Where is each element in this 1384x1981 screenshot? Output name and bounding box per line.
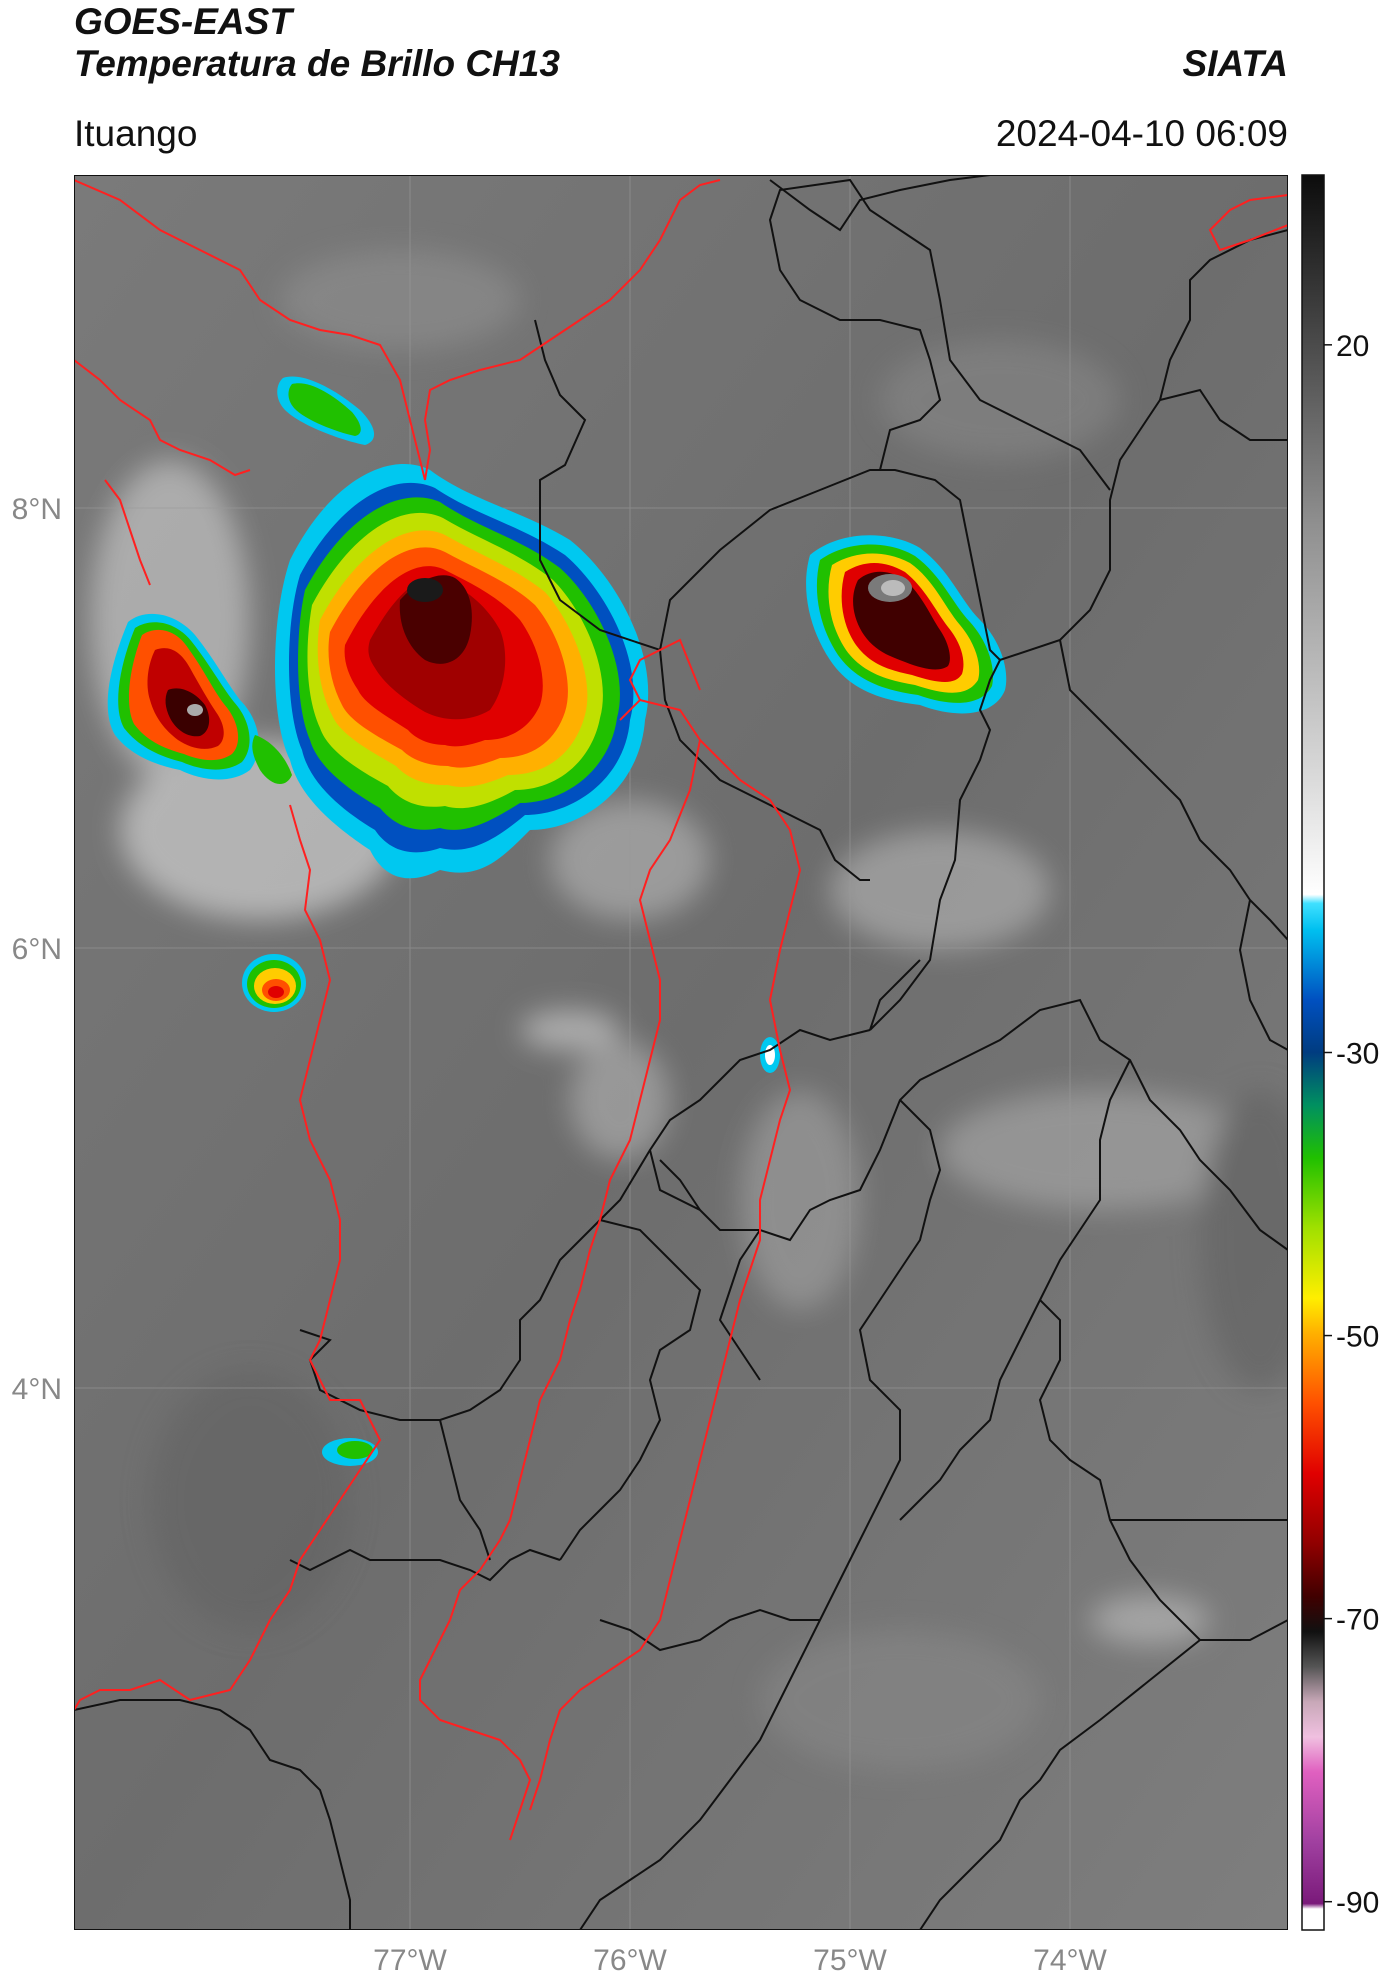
colorbar: 20 -30 -50 -70 -90: [1301, 174, 1379, 1931]
colorbar-ramp: [1301, 174, 1325, 1931]
lon-tick-74w: 74°W: [1033, 1944, 1107, 1977]
colorbar-tick-label: -90: [1336, 1887, 1379, 1920]
convective-cell-large: [275, 464, 649, 879]
colorbar-tick-label: 20: [1336, 330, 1369, 363]
lon-tick-77w: 77°W: [373, 1944, 447, 1977]
colorbar-tick-label: -30: [1336, 1038, 1379, 1071]
colorbar-ticks: 20 -30 -50 -70 -90: [1324, 330, 1379, 1920]
lat-tick-4n: 4°N: [12, 1373, 62, 1406]
title-line-1: GOES-EAST: [74, 1, 292, 42]
title-line-2: Temperatura de Brillo CH13: [74, 43, 560, 84]
longitude-ticks: 77°W 76°W 75°W 74°W: [373, 1944, 1107, 1977]
coastline-and-basin: [74, 179, 1288, 1841]
lon-tick-76w: 76°W: [593, 1944, 667, 1977]
lat-tick-8n: 8°N: [12, 493, 62, 526]
convective-cell-northeast: [806, 535, 1007, 714]
location-label: Ituango: [74, 113, 198, 154]
lon-tick-75w: 75°W: [813, 1944, 887, 1977]
map-background: [74, 175, 1288, 1930]
department-borders: [74, 175, 1288, 1930]
brand-label: SIATA: [1182, 43, 1288, 84]
convective-cell-coastal: [107, 613, 292, 785]
colorbar-tick-label: -50: [1336, 1321, 1379, 1354]
map-panel: [74, 175, 1288, 1930]
lat-tick-6n: 6°N: [12, 933, 62, 966]
graticule: [74, 175, 1288, 1930]
datetime-label: 2024-04-10 06:09: [995, 113, 1288, 154]
colorbar-tick-label: -70: [1336, 1604, 1379, 1637]
convective-cell-small: [242, 954, 306, 1012]
latitude-ticks: 8°N 6°N 4°N: [12, 493, 62, 1406]
